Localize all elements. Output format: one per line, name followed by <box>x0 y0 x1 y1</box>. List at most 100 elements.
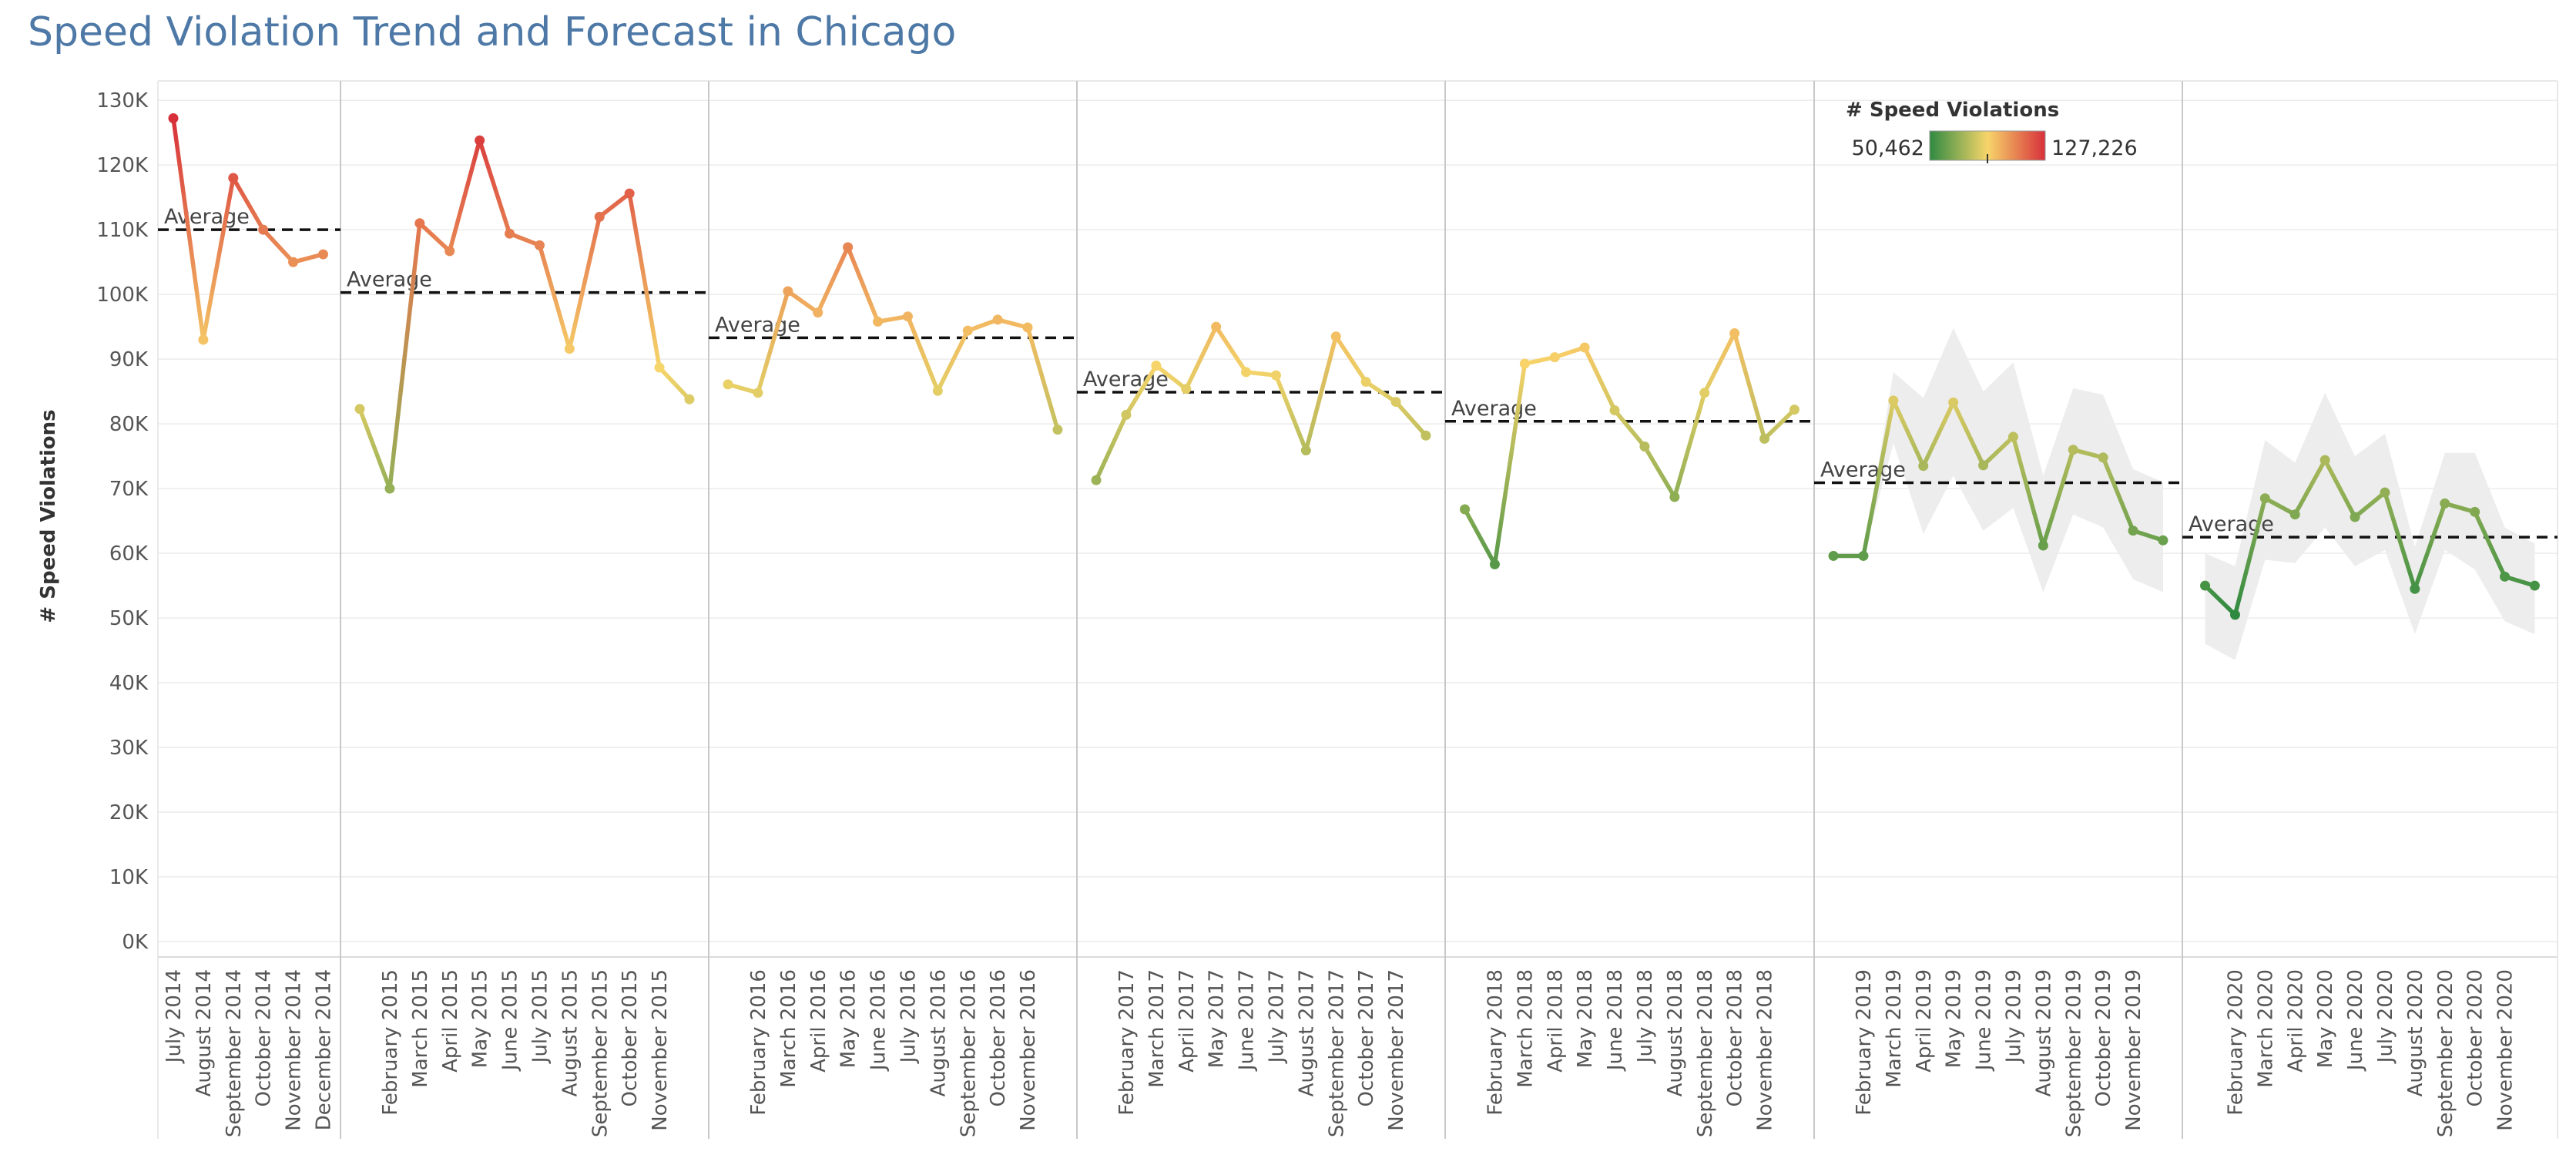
x-tick-label: March 2017 <box>1145 969 1169 1088</box>
series-segment <box>231 176 266 232</box>
y-tick-label: 60K <box>109 542 149 566</box>
series-segment <box>1094 412 1129 482</box>
x-tick-label: October 2014 <box>253 969 276 1106</box>
y-tick-label: 110K <box>96 219 149 242</box>
series-segment <box>507 231 542 248</box>
x-tick-label: July 2016 <box>897 969 920 1064</box>
legend-min-label: 50,462 <box>1852 136 1924 160</box>
series-segment <box>2353 490 2387 519</box>
data-point <box>2128 525 2138 536</box>
series-segment <box>786 289 820 315</box>
x-tick-label: September 2016 <box>957 969 980 1137</box>
forecast-bands <box>1833 327 2535 660</box>
y-tick-label: 40K <box>109 672 149 695</box>
x-tick-label: May 2019 <box>1943 969 1966 1068</box>
series-segment <box>2101 455 2135 533</box>
x-tick-label: July 2015 <box>528 969 552 1064</box>
data-point <box>564 344 575 354</box>
data-point <box>594 211 605 222</box>
series-segment <box>448 138 482 253</box>
average-label: Average <box>1820 458 1906 482</box>
data-point <box>1978 460 1989 471</box>
x-tick-label: July 2017 <box>1265 969 1288 1064</box>
data-point <box>902 311 913 322</box>
series-segment <box>1462 507 1498 567</box>
series-segment <box>567 214 602 351</box>
x-tick-label: August 2018 <box>1664 969 1687 1096</box>
data-point <box>354 404 365 415</box>
data-point <box>318 249 328 260</box>
x-tick-label: August 2014 <box>193 969 216 1096</box>
average-label: Average <box>715 313 800 337</box>
series-segment <box>756 289 790 395</box>
data-point <box>1091 475 1102 485</box>
data-point <box>1519 358 1530 369</box>
data-point <box>505 228 515 239</box>
data-point <box>1759 433 1770 444</box>
data-point <box>1699 388 1710 398</box>
x-tick-label: August 2017 <box>1295 969 1318 1096</box>
data-point <box>1151 361 1162 371</box>
average-label: Average <box>164 205 250 229</box>
data-point <box>1211 321 1222 332</box>
data-point <box>475 135 485 146</box>
data-point <box>2380 487 2390 498</box>
x-tick-label: July 2020 <box>2374 969 2397 1064</box>
panel-frames <box>157 80 2558 1139</box>
x-tick-label: November 2017 <box>1385 969 1408 1131</box>
x-tick-label: April 2015 <box>439 969 462 1073</box>
data-point <box>1579 342 1590 353</box>
series-segment <box>1273 373 1309 453</box>
data-point <box>2229 609 2240 620</box>
x-tick-label: April 2016 <box>807 969 830 1073</box>
series-segment <box>418 221 452 253</box>
x-tick-label: October 2015 <box>619 969 642 1106</box>
data-point <box>258 224 269 235</box>
legend-max-label: 127,226 <box>2051 136 2138 160</box>
series-segment <box>2071 447 2105 460</box>
data-point <box>1858 550 1869 561</box>
y-axis-ticks: 0K 10K 20K 30K 40K 50K 60K 70K 80K 90K 100K 110K 120… <box>96 89 149 954</box>
x-tick-label: September 2017 <box>1325 969 1348 1137</box>
series-segment <box>1394 399 1428 438</box>
series-segment <box>657 365 692 401</box>
data-point <box>723 379 733 390</box>
x-tick-label: February 2015 <box>379 969 402 1116</box>
data-points <box>168 112 2540 620</box>
series-segment <box>1702 331 1737 395</box>
x-tick-label: May 2020 <box>2314 969 2337 1068</box>
average-label: Average <box>1083 368 1169 391</box>
data-point <box>228 173 239 183</box>
series-segment <box>597 191 632 220</box>
series-segment <box>537 243 572 351</box>
x-tick-label: May 2016 <box>837 969 860 1068</box>
series-segment <box>171 116 206 342</box>
x-tick-label: November 2019 <box>2122 969 2145 1131</box>
series-segment <box>1124 363 1159 418</box>
data-point <box>1052 425 1063 435</box>
series-segment <box>2041 447 2075 548</box>
data-point <box>1609 405 1620 415</box>
forecast-band <box>2205 392 2535 660</box>
y-axis-title: # Speed Violations <box>37 409 60 623</box>
x-tick-label: September 2018 <box>1694 969 1717 1137</box>
data-point <box>962 325 973 336</box>
series-segment <box>201 176 236 342</box>
series-segment <box>2323 458 2357 519</box>
data-point <box>1460 504 1471 515</box>
y-tick-label: 90K <box>109 348 149 371</box>
x-tick-label: August 2020 <box>2404 969 2427 1096</box>
data-point <box>813 307 823 318</box>
color-legend: # Speed Violations 50,462 127,226 <box>1846 99 2138 163</box>
data-point <box>2529 580 2540 591</box>
data-point <box>288 257 299 267</box>
data-point <box>2158 535 2168 546</box>
x-tick-label: March 2020 <box>2254 969 2277 1088</box>
y-tick-label: 100K <box>96 284 149 307</box>
data-point <box>2289 509 2300 520</box>
x-tick-label: November 2016 <box>1017 969 1040 1131</box>
series-segment <box>1522 354 1557 366</box>
series-segment <box>875 314 911 324</box>
x-tick-label: November 2015 <box>649 969 672 1131</box>
